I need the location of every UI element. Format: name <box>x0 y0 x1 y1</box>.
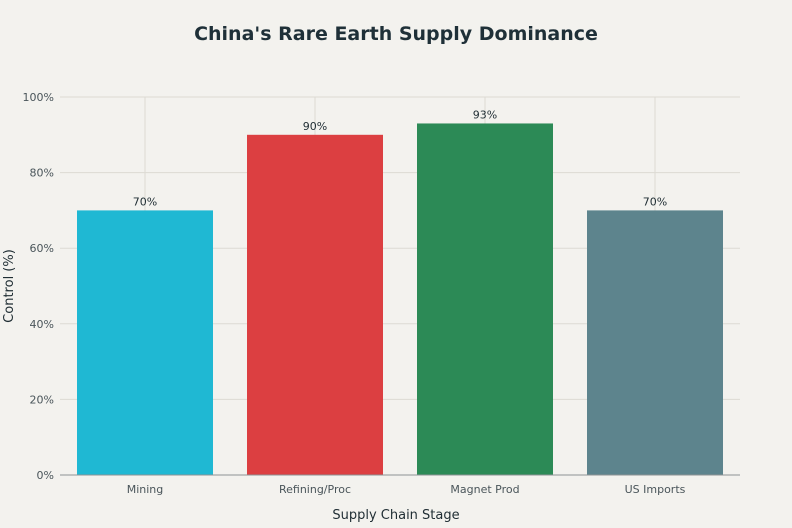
bar <box>587 210 723 475</box>
y-tick-label: 40% <box>30 318 54 331</box>
x-tick-label: Mining <box>127 483 164 496</box>
y-tick-label: 60% <box>30 242 54 255</box>
x-axis-title: Supply Chain Stage <box>332 508 459 523</box>
y-axis-ticks: 0% 20% 40% 60% 80% 100% <box>23 91 54 482</box>
bar-value-label: 70% <box>133 195 157 208</box>
y-tick-label: 0% <box>37 469 54 482</box>
y-tick-label: 100% <box>23 91 54 104</box>
x-tick-label: US Imports <box>625 483 686 496</box>
bar-value-label: 70% <box>643 195 667 208</box>
bar <box>247 134 383 476</box>
bar <box>77 210 213 475</box>
y-tick-label: 20% <box>30 393 54 406</box>
bar-value-label: 93% <box>473 108 497 121</box>
y-tick-label: 80% <box>30 167 54 180</box>
value-labels: 70% 90% 93% 70% <box>133 108 667 208</box>
x-tick-label: Refining/Proc <box>279 483 351 496</box>
bars <box>77 123 723 476</box>
x-axis-ticks: Mining Refining/Proc Magnet Prod US Imports <box>127 483 686 496</box>
y-axis-title: Control (%) <box>2 249 17 323</box>
bar-value-label: 90% <box>303 120 327 133</box>
x-tick-label: Magnet Prod <box>450 483 519 496</box>
chart-title: China's Rare Earth Supply Dominance <box>194 23 598 45</box>
bar <box>417 123 553 476</box>
